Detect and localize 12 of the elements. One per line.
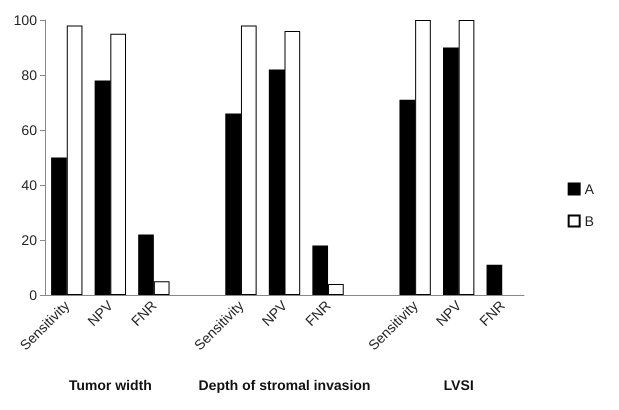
y-tick-label: 0	[29, 287, 38, 303]
bar	[486, 264, 502, 295]
y-tick-label: 20	[21, 232, 38, 248]
y-tick-label: 100	[14, 12, 38, 28]
text: LVSI	[444, 377, 474, 393]
legend-label: B	[584, 213, 594, 229]
y-tick-label: 80	[21, 67, 38, 83]
legend-label: A	[584, 181, 595, 197]
y-tick-label: 60	[21, 122, 38, 138]
text: Tumor width	[68, 377, 152, 393]
y-tick-label: 40	[21, 177, 38, 193]
text: Depth of stromal invasion	[198, 377, 370, 393]
